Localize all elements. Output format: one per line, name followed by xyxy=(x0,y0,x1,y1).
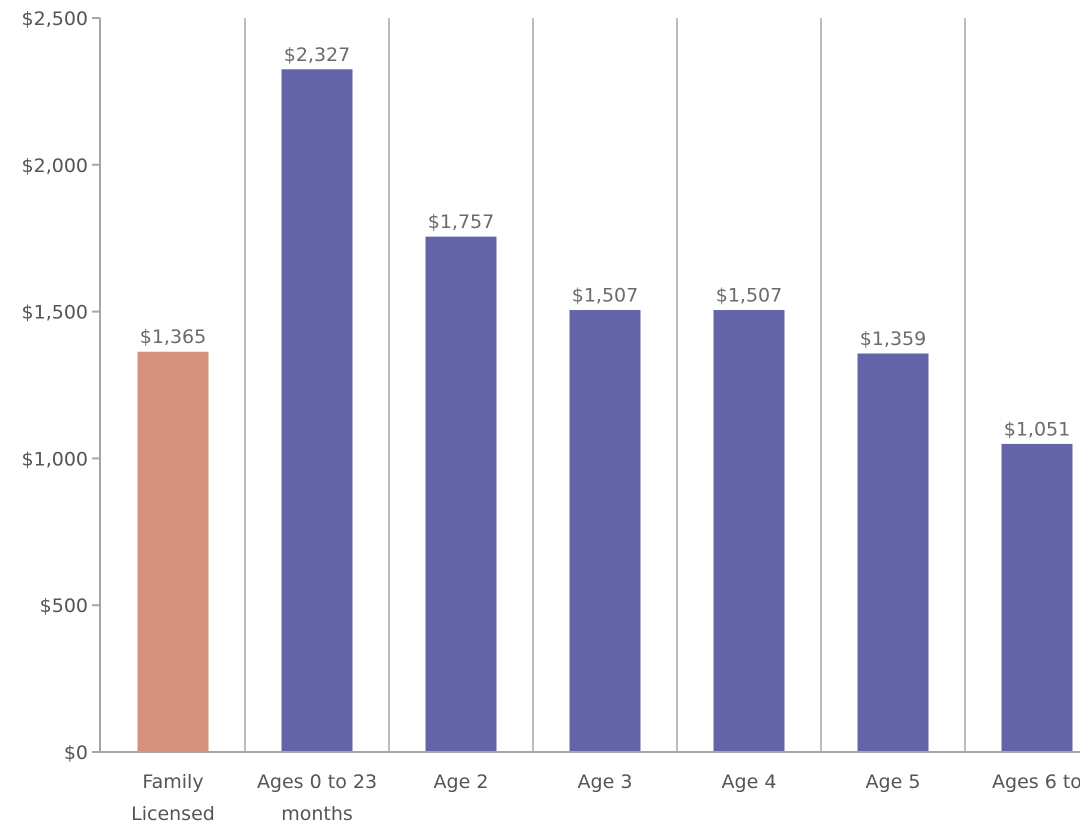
y-tick-label: $2,000 xyxy=(22,155,88,177)
y-tick-label: $0 xyxy=(64,742,88,764)
y-tick-label: $2,500 xyxy=(22,8,88,30)
x-category-label: Family Licensed xyxy=(131,771,215,825)
data-label: $1,507 xyxy=(572,285,638,307)
x-category-label: Age 4 xyxy=(722,771,777,793)
x-category-label: Age 3 xyxy=(578,771,633,793)
data-label: $1,365 xyxy=(140,326,206,348)
y-axis-ticks: $0 $500 $1,000 $1,500 $2,000 $2,500 xyxy=(22,8,100,764)
y-tick-label: $500 xyxy=(40,595,88,617)
bars xyxy=(136,68,1074,753)
data-label: $1,051 xyxy=(1004,418,1070,440)
bar xyxy=(568,309,642,753)
bar xyxy=(856,352,930,753)
bar xyxy=(712,309,786,753)
x-category-label: Age 2 xyxy=(434,771,489,793)
x-axis-labels: Family Licensed Ages 0 to 23 months Age 2 Age… xyxy=(131,771,1080,825)
bar xyxy=(136,350,210,753)
y-tick-label: $1,000 xyxy=(22,448,88,470)
data-label: $1,757 xyxy=(428,211,494,233)
data-label: $1,359 xyxy=(860,328,926,350)
y-tick-label: $1,500 xyxy=(22,302,88,324)
data-label: $1,507 xyxy=(716,285,782,307)
data-label: $2,327 xyxy=(284,44,350,66)
x-category-label: Ages 0 to 23 months xyxy=(257,771,377,825)
category-separators xyxy=(244,18,966,752)
data-labels: $1,365 $2,327 $1,757 $1,507 $1,507 $1,359 $1,0… xyxy=(140,44,1070,441)
x-category-label: Age 5 xyxy=(866,771,921,793)
bar xyxy=(280,68,354,753)
x-category-label: Ages 6 to xyxy=(992,771,1080,793)
axes xyxy=(99,18,1080,753)
bar xyxy=(1000,442,1074,753)
bar xyxy=(424,235,498,753)
